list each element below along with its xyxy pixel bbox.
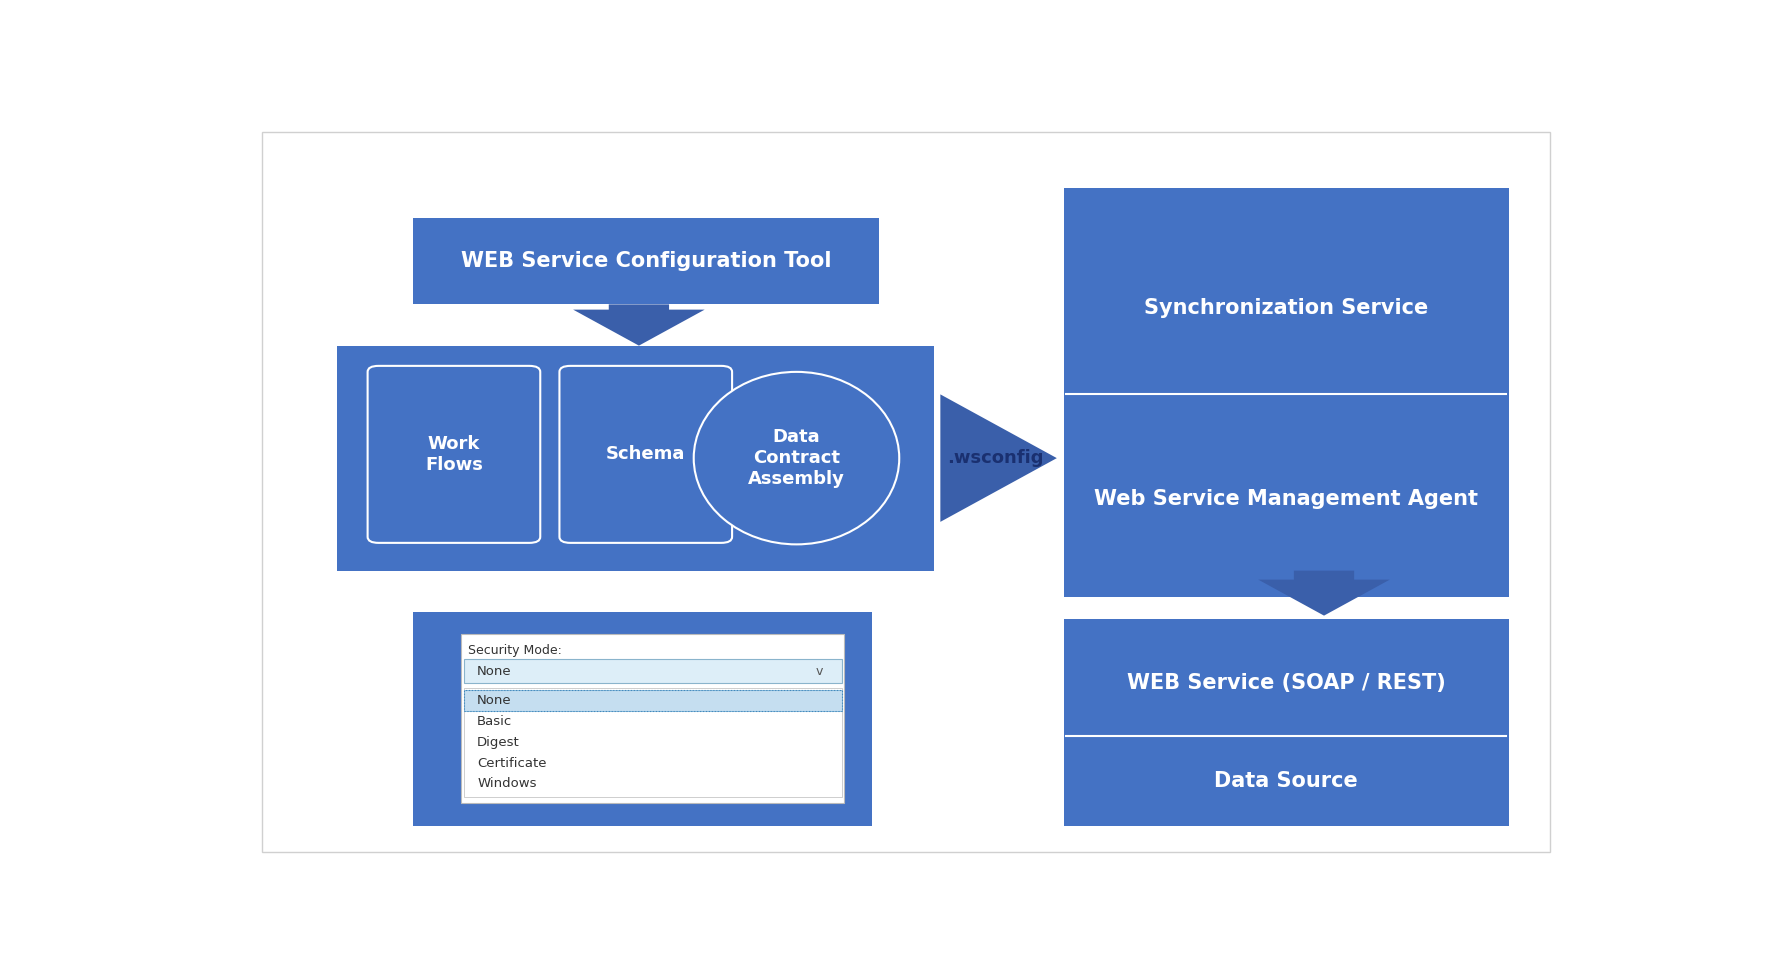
Bar bbox=[338, 346, 934, 571]
Text: Data Source: Data Source bbox=[1215, 770, 1358, 791]
Text: WEB Service Configuration Tool: WEB Service Configuration Tool bbox=[460, 251, 831, 271]
Text: Certificate: Certificate bbox=[477, 757, 546, 769]
Bar bbox=[463, 690, 842, 711]
Text: Synchronization Service: Synchronization Service bbox=[1144, 298, 1429, 318]
Bar bbox=[1064, 188, 1508, 597]
Text: Windows: Windows bbox=[477, 777, 537, 791]
Text: Schema: Schema bbox=[606, 445, 686, 464]
Bar bbox=[463, 690, 842, 711]
Text: None: None bbox=[477, 693, 513, 707]
Bar bbox=[414, 612, 872, 826]
Text: Basic: Basic bbox=[477, 715, 513, 728]
Text: Web Service Management Agent: Web Service Management Agent bbox=[1094, 489, 1478, 509]
Ellipse shape bbox=[693, 372, 900, 544]
Text: v: v bbox=[817, 664, 824, 678]
FancyBboxPatch shape bbox=[368, 366, 541, 543]
Text: Digest: Digest bbox=[477, 735, 520, 749]
Text: Data
Contract
Assembly: Data Contract Assembly bbox=[748, 429, 845, 488]
Text: Work
Flows: Work Flows bbox=[424, 435, 483, 473]
Bar bbox=[1064, 619, 1508, 826]
Text: WEB Service (SOAP / REST): WEB Service (SOAP / REST) bbox=[1126, 673, 1446, 693]
Bar bbox=[463, 689, 842, 797]
Text: Security Mode:: Security Mode: bbox=[467, 645, 562, 657]
Polygon shape bbox=[941, 394, 1057, 522]
Polygon shape bbox=[573, 304, 705, 346]
Bar bbox=[463, 659, 842, 683]
Bar bbox=[461, 634, 845, 804]
Polygon shape bbox=[1259, 571, 1390, 616]
Text: .wsconfig: .wsconfig bbox=[948, 449, 1043, 468]
Bar bbox=[414, 218, 879, 304]
FancyBboxPatch shape bbox=[559, 366, 732, 543]
Text: None: None bbox=[477, 664, 513, 678]
